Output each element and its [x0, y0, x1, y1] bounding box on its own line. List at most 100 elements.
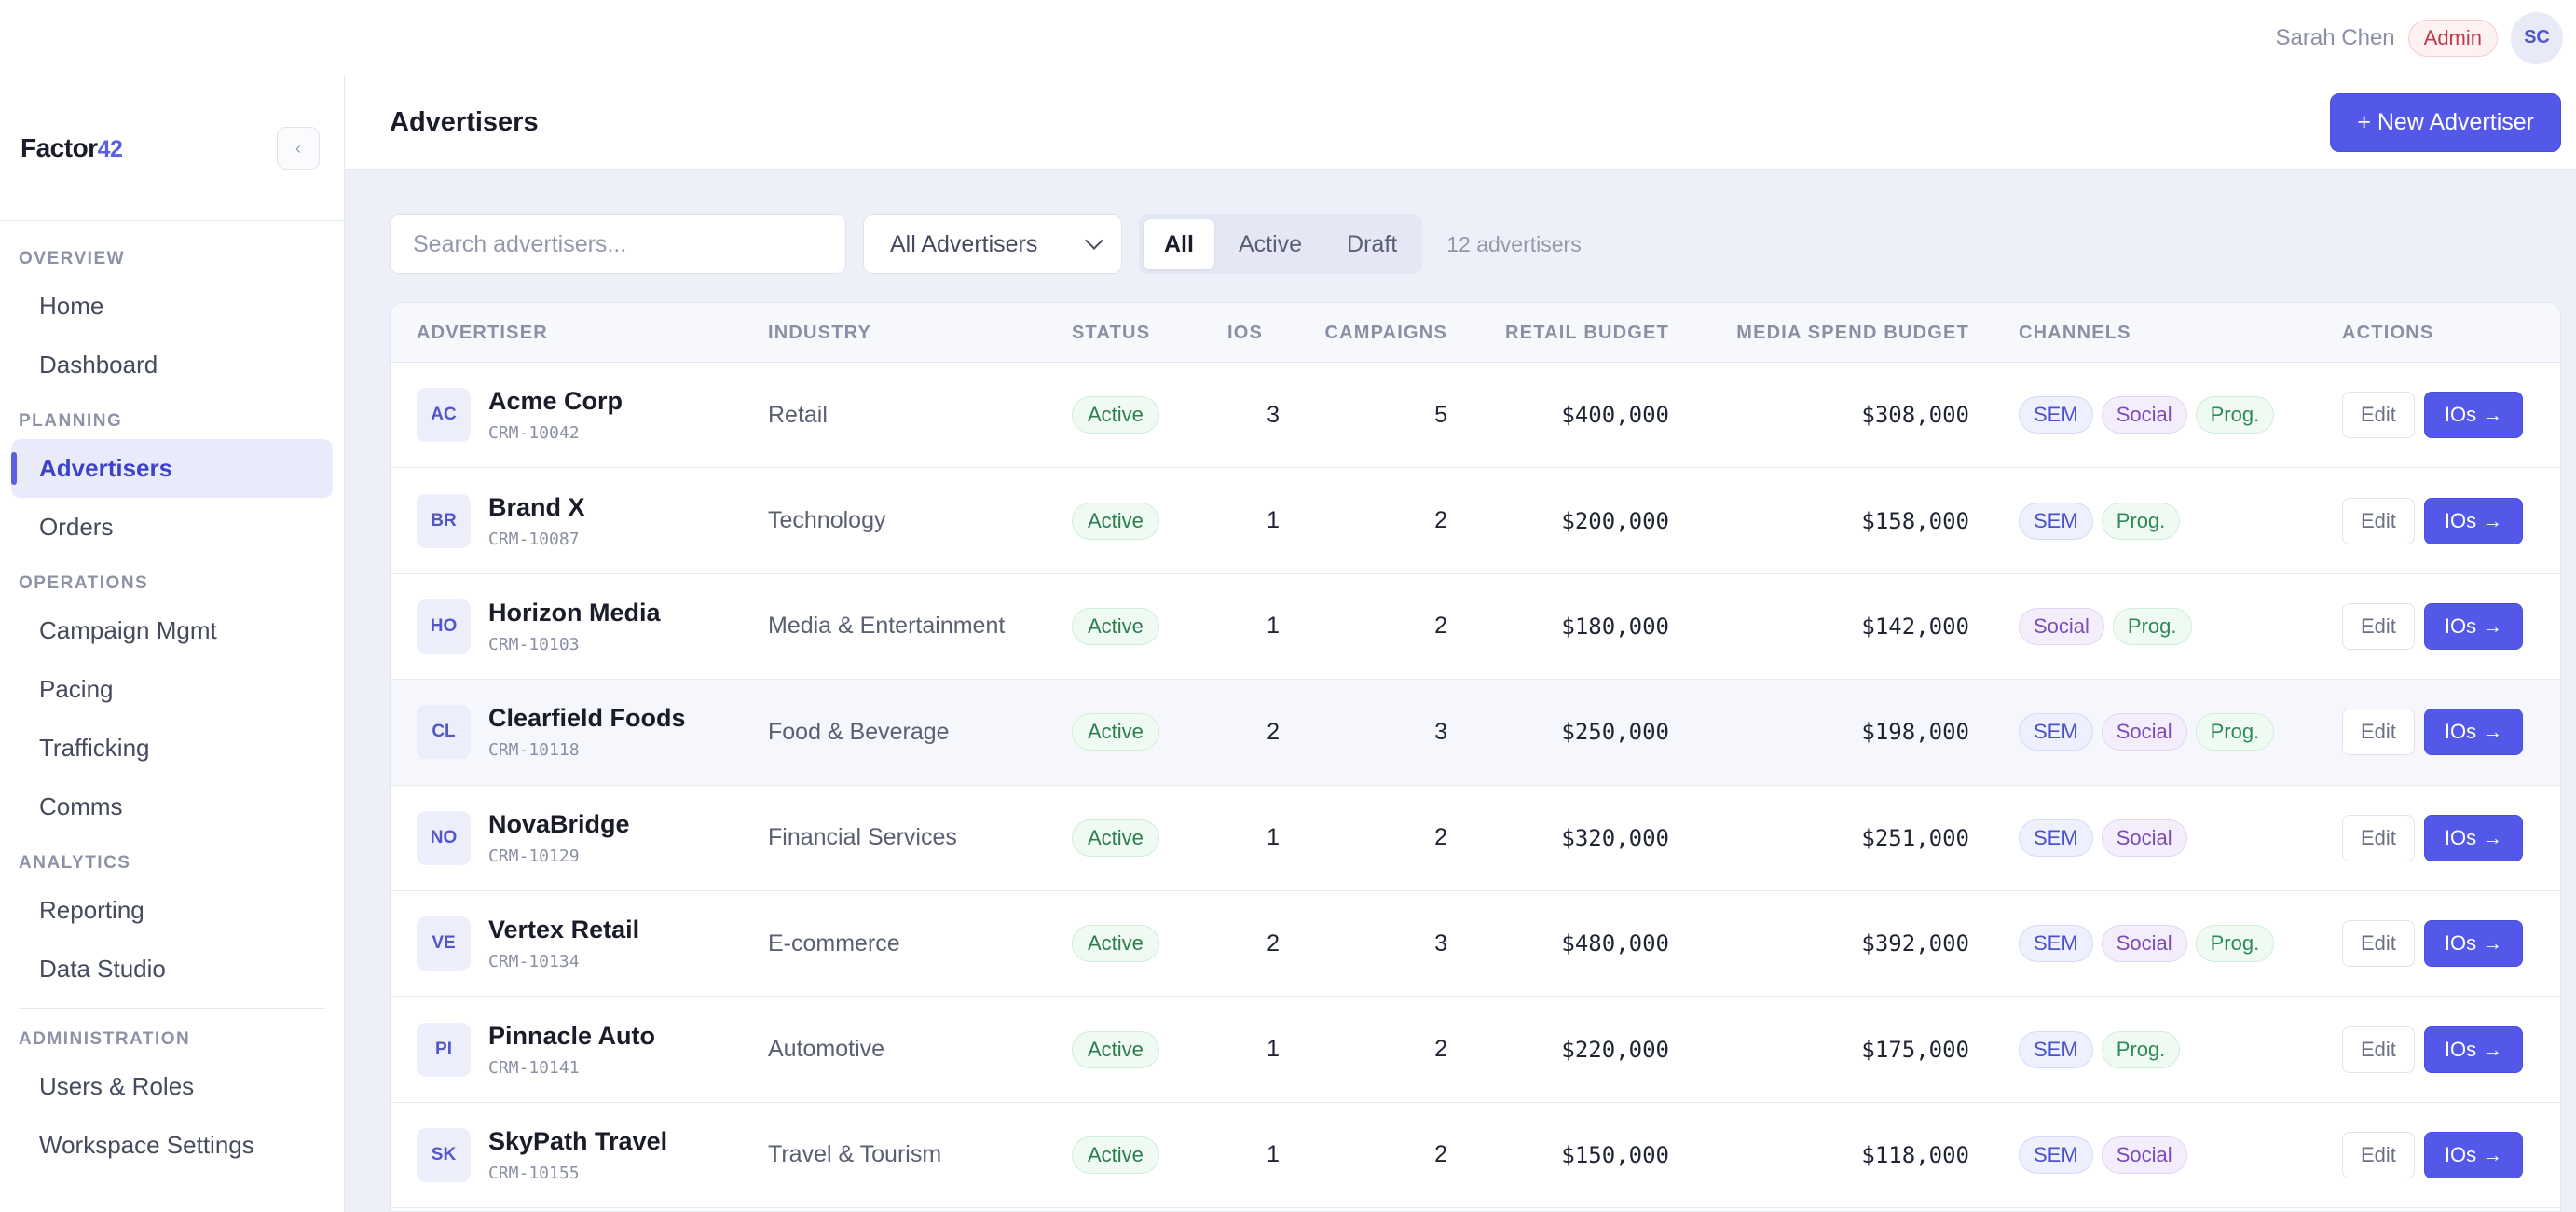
user-avatar[interactable]: SC	[2511, 11, 2563, 64]
edit-button[interactable]: Edit	[2342, 709, 2415, 756]
column-header-advertiser[interactable]: ADVERTISER	[417, 322, 548, 343]
edit-button[interactable]: Edit	[2342, 814, 2415, 861]
industry-text: E-commerce	[768, 930, 900, 957]
campaigns-cell: 2	[1322, 1103, 1447, 1207]
sidebar-item-advertisers[interactable]: Advertisers	[11, 439, 333, 498]
edit-button[interactable]: Edit	[2342, 1131, 2415, 1178]
edit-button[interactable]: Edit	[2342, 920, 2415, 968]
sidebar-item-comms[interactable]: Comms	[39, 792, 123, 820]
advertiser-name[interactable]: Brand X	[488, 492, 585, 521]
column-header-actions[interactable]: ACTIONS	[2342, 322, 2434, 343]
industry-cell: Technology	[768, 468, 1048, 572]
ios-button[interactable]: IOs →	[2423, 497, 2524, 544]
column-header-media-spend-budget[interactable]: MEDIA SPEND BUDGET	[1736, 322, 1969, 343]
new-advertiser-button[interactable]: + New Advertiser	[2330, 93, 2561, 152]
column-header-industry[interactable]: INDUSTRY	[768, 322, 872, 343]
actions-cell: Edit IOs →	[2342, 468, 2547, 572]
edit-button[interactable]: Edit	[2342, 602, 2415, 650]
crm-id: CRM-10103	[488, 634, 580, 654]
ios-count: 1	[1267, 824, 1280, 851]
column-header-status[interactable]: STATUS	[1072, 322, 1151, 343]
sidebar-item-trafficking[interactable]: Trafficking	[39, 734, 150, 762]
table-row[interactable]: HO Horizon Media CRM-10103 Media & Entertai…	[391, 574, 2560, 681]
ios-button[interactable]: IOs →	[2423, 814, 2524, 861]
crm-id: CRM-10129	[488, 846, 580, 866]
status-badge: Active	[1072, 819, 1159, 857]
crm-id: CRM-10141	[488, 1057, 580, 1078]
ios-count: 2	[1267, 718, 1280, 745]
advertiser-name[interactable]: Pinnacle Auto	[488, 1021, 656, 1050]
ios-button[interactable]: IOs →	[2423, 709, 2524, 756]
advertiser-name[interactable]: NovaBridge	[488, 809, 630, 838]
channel-chip-sem: SEM	[2019, 1030, 2093, 1068]
campaigns-count: 2	[1434, 507, 1447, 534]
sidebar-item-workspace-settings[interactable]: Workspace Settings	[39, 1131, 254, 1159]
advertiser-name[interactable]: Vertex Retail	[488, 916, 640, 944]
industry-text: Media & Entertainment	[768, 613, 1006, 640]
ios-button[interactable]: IOs →	[2423, 602, 2524, 650]
advertiser-name[interactable]: Horizon Media	[488, 598, 661, 627]
channel-chip-prog: Prog.	[2195, 713, 2275, 751]
ios-button[interactable]: IOs →	[2423, 920, 2524, 968]
column-header-channels[interactable]: CHANNELS	[2019, 322, 2131, 343]
segment-active[interactable]: Active	[1238, 230, 1303, 257]
industry-cell: Media & Entertainment	[768, 574, 1048, 679]
edit-button[interactable]: Edit	[2342, 392, 2415, 439]
status-badge: Active	[1072, 502, 1159, 540]
advertiser-cell: BR Brand X CRM-10087	[417, 468, 733, 572]
ios-cell: 1	[1227, 574, 1280, 679]
search-input[interactable]: Search advertisers...	[390, 214, 846, 274]
table-row[interactable]: PI Pinnacle Auto CRM-10141 Automotive Active…	[391, 997, 2560, 1103]
advertiser-info: Brand X CRM-10087	[488, 493, 585, 549]
channel-chip-sem: SEM	[2019, 396, 2093, 434]
table-row[interactable]: VE Vertex Retail CRM-10134 E-commerce Active…	[391, 891, 2560, 998]
advertiser-info: NovaBridge CRM-10129	[488, 810, 630, 866]
industry-cell: E-commerce	[768, 891, 1048, 996]
ios-button[interactable]: IOs →	[2423, 1026, 2524, 1073]
segment-draft[interactable]: Draft	[1347, 230, 1398, 257]
logo[interactable]: Factor42	[21, 133, 123, 163]
table-row[interactable]: NO NovaBridge CRM-10129 Financial Services A…	[391, 786, 2560, 891]
sidebar-item-pacing[interactable]: Pacing	[39, 675, 114, 703]
brand-row: Factor42 ‹	[0, 76, 344, 221]
sidebar-item-reporting[interactable]: Reporting	[39, 896, 144, 924]
column-header-retail-budget[interactable]: RETAIL BUDGET	[1505, 322, 1669, 343]
advertiser-name[interactable]: Clearfield Foods	[488, 704, 686, 733]
advertiser-filter-select[interactable]: All Advertisers	[863, 214, 1122, 274]
advertiser-name[interactable]: SkyPath Travel	[488, 1126, 668, 1155]
campaigns-cell: 5	[1322, 363, 1447, 467]
table-row[interactable]: CL Clearfield Foods CRM-10118 Food & Bevera…	[391, 680, 2560, 786]
table-body: AC Acme Corp CRM-10042 Retail Active 3 5 $400,0…	[391, 363, 2560, 1209]
actions-cell: Edit IOs →	[2342, 997, 2547, 1101]
ios-button[interactable]: IOs →	[2423, 1131, 2524, 1178]
collapse-sidebar-button[interactable]: ‹	[277, 127, 320, 170]
channel-chip-prog: Prog.	[2195, 396, 2275, 434]
advertiser-name[interactable]: Acme Corp	[488, 387, 623, 416]
retail-budget: $250,000	[1561, 719, 1669, 746]
sidebar-item-data-studio[interactable]: Data Studio	[39, 955, 166, 983]
campaigns-count: 2	[1434, 613, 1447, 640]
column-header-campaigns[interactable]: CAMPAIGNS	[1324, 322, 1447, 343]
actions-cell: Edit IOs →	[2342, 574, 2547, 679]
sidebar-item-users-roles[interactable]: Users & Roles	[39, 1072, 195, 1100]
edit-button[interactable]: Edit	[2342, 497, 2415, 544]
edit-button[interactable]: Edit	[2342, 1026, 2415, 1073]
status-segmented-control: All Active Draft	[1139, 214, 1423, 274]
sidebar-item-campaign-mgmt[interactable]: Campaign Mgmt	[39, 616, 217, 644]
table-row[interactable]: SK SkyPath Travel CRM-10155 Travel & Touris…	[391, 1103, 2560, 1209]
actions-cell: Edit IOs →	[2342, 680, 2547, 784]
ios-cell: 1	[1227, 1103, 1280, 1207]
table-row[interactable]: BR Brand X CRM-10087 Technology Active 1 2 $200…	[391, 468, 2560, 574]
sidebar-item-orders[interactable]: Orders	[39, 513, 114, 541]
advertiser-info: Pinnacle Auto CRM-10141	[488, 1022, 655, 1078]
industry-text: Technology	[768, 507, 886, 534]
sidebar-item-home[interactable]: Home	[39, 292, 104, 320]
ios-count: 1	[1267, 1141, 1280, 1168]
sidebar-item-dashboard[interactable]: Dashboard	[39, 351, 158, 379]
retail-budget: $320,000	[1561, 824, 1669, 851]
media-spend-budget: $392,000	[1861, 930, 1969, 957]
ios-button[interactable]: IOs →	[2423, 392, 2524, 439]
segment-all[interactable]: All	[1144, 219, 1214, 269]
column-header-ios[interactable]: IOS	[1227, 322, 1264, 343]
table-row[interactable]: AC Acme Corp CRM-10042 Retail Active 3 5 $400,0…	[391, 363, 2560, 469]
